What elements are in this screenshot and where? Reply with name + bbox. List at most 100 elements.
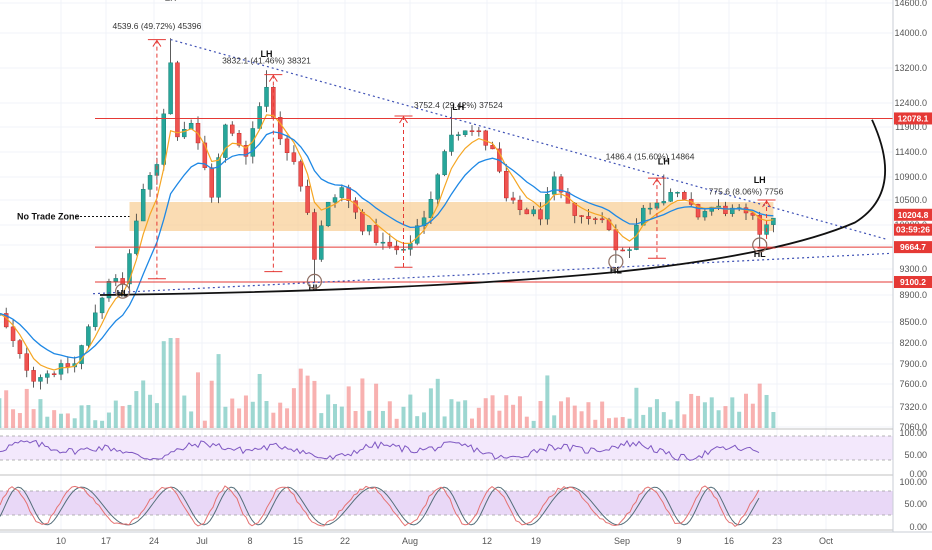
- volume-bar: [517, 396, 522, 428]
- measure-arrowhead: [152, 39, 162, 47]
- stoch-tick-label: 50.00: [904, 499, 927, 509]
- volume-bar: [86, 405, 91, 428]
- volume-bar: [607, 418, 611, 428]
- volume-bar: [38, 399, 43, 428]
- volume-bar: [291, 388, 296, 428]
- volume-bar: [504, 395, 509, 428]
- price-tick-label: 7320.0: [899, 402, 927, 412]
- volume-bar: [298, 368, 303, 428]
- volume-bar: [613, 417, 618, 428]
- candle: [161, 113, 166, 165]
- price-tick-label: 8500.0: [899, 317, 927, 327]
- measure-annotation: 1486.4 (15.60%) 14864: [606, 152, 695, 162]
- candle: [86, 326, 91, 346]
- volume-bar: [278, 402, 283, 428]
- volume-bar: [408, 394, 413, 428]
- price-tick-label: 14600.0: [894, 0, 927, 8]
- swing-labels: 4539.6 (49.72%) 45396 3832.1 (41.46%) 383…: [112, 0, 784, 299]
- candle: [586, 216, 591, 219]
- volume-bar: [716, 410, 721, 428]
- higher-low-marker: [115, 283, 131, 299]
- volume-bar: [744, 393, 748, 428]
- candle: [175, 62, 180, 138]
- volume-bar: [641, 414, 646, 428]
- candle: [771, 217, 776, 225]
- volume-bar: [182, 395, 187, 428]
- measure-arrowhead: [399, 116, 408, 124]
- candle: [113, 278, 119, 282]
- volume-bar: [106, 412, 111, 428]
- measure-arrowhead: [268, 74, 278, 82]
- swing-label-lh: LH: [658, 157, 670, 167]
- candle: [709, 206, 714, 212]
- swing-label-hl: HL: [117, 288, 129, 298]
- volume-bar: [696, 395, 701, 428]
- volume-bar: [730, 397, 735, 428]
- volume-bar: [209, 380, 214, 428]
- candle: [702, 211, 708, 218]
- volume-bar: [148, 394, 153, 428]
- candle: [182, 129, 187, 138]
- candle: [593, 218, 598, 220]
- price-badge: [894, 112, 932, 125]
- volume-bar: [196, 372, 200, 428]
- volume-bar: [387, 401, 392, 428]
- volume-bar: [346, 386, 351, 428]
- price-badge: [894, 241, 932, 254]
- date-tick-label: Aug: [402, 536, 418, 546]
- higher-low-marker: [608, 254, 624, 270]
- rsi-tick-label: 100.00: [899, 428, 927, 438]
- volume-bar: [120, 406, 125, 428]
- volume-bar: [394, 418, 399, 428]
- candle: [31, 370, 36, 382]
- date-tick-label: Oct: [819, 536, 834, 546]
- volume-bar: [31, 409, 36, 428]
- moving-average-slow: [0, 131, 774, 359]
- volume-bar: [702, 402, 707, 428]
- volume-bar: [202, 420, 207, 428]
- measure-arrowhead: [652, 178, 662, 186]
- candle: [476, 130, 482, 133]
- volume-bar: [620, 417, 625, 428]
- candle: [106, 281, 112, 299]
- volume-bar: [559, 401, 564, 428]
- volume-bar: [243, 395, 248, 428]
- candle: [545, 193, 550, 220]
- price-badge-label: 10204.8: [898, 210, 929, 220]
- measure-annotation: 775.6 (8.06%) 7756: [709, 186, 784, 196]
- parabolic-curve: [99, 119, 886, 296]
- volume-bar: [586, 402, 591, 428]
- price-badge-label: 12078.1: [898, 113, 929, 123]
- candle: [72, 363, 77, 368]
- date-tick-label: 8: [247, 536, 252, 546]
- candle: [243, 145, 249, 157]
- volume-bar: [723, 406, 728, 428]
- candle: [284, 138, 290, 153]
- price-tick-label: 11900.0: [895, 122, 927, 132]
- volume-bar: [134, 391, 139, 428]
- date-tick-label: 15: [293, 536, 303, 546]
- rsi-tick-label: 50.00: [904, 450, 927, 460]
- candle: [223, 124, 228, 158]
- price-tick-label: 11400.0: [895, 147, 927, 157]
- volume-bar: [490, 395, 495, 428]
- candle: [140, 189, 146, 222]
- volume-bar: [682, 414, 687, 428]
- rsi-band: [0, 436, 893, 460]
- price-tick-label: 13200.0: [894, 63, 927, 73]
- candle: [757, 215, 762, 235]
- candle: [168, 62, 173, 115]
- candle: [367, 225, 372, 232]
- candle: [387, 241, 393, 247]
- candle: [442, 151, 447, 176]
- rsi-tick-label: 0.00: [909, 469, 927, 479]
- candle: [17, 340, 23, 354]
- candle: [202, 142, 208, 168]
- candle: [277, 117, 283, 140]
- price-badge-label: 03:59:26: [896, 225, 930, 235]
- swing-label-lh: LH: [165, 0, 177, 3]
- volume-bar: [93, 420, 98, 428]
- candle: [230, 124, 235, 134]
